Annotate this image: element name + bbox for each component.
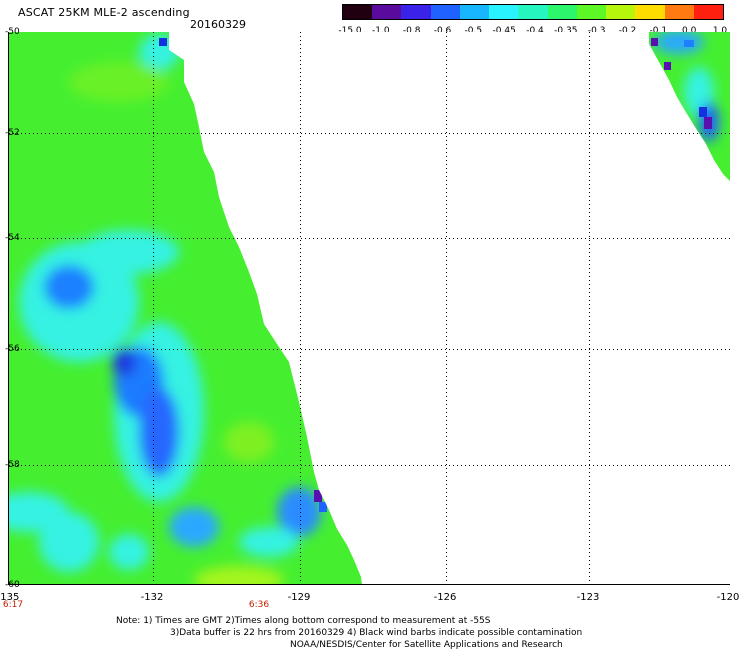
longitude-label: -123	[576, 592, 600, 603]
color-scale-label: -1.0	[372, 26, 390, 36]
map-canvas	[9, 32, 730, 584]
color-scale-segment	[401, 5, 431, 19]
color-scale-label: -0.8	[402, 26, 421, 36]
color-scale-label: -0.5	[464, 26, 483, 36]
color-scale-bar	[342, 4, 724, 20]
latitude-label: -50	[5, 27, 20, 37]
color-scale-segment	[664, 5, 694, 19]
longitude-label: -132	[140, 592, 164, 603]
color-scale-label: 1.0	[712, 26, 728, 36]
color-scale-segment	[693, 5, 724, 19]
color-scale-label: -0.2	[618, 26, 637, 36]
color-scale-label: 0.0	[681, 26, 697, 36]
latitude-label: -52	[5, 128, 20, 138]
color-scale-segment	[547, 5, 577, 19]
color-scale-label: -0.6	[433, 26, 452, 36]
color-scale-label: -0.45	[492, 26, 516, 36]
color-scale-label: -15.0	[338, 26, 362, 36]
color-scale-segment	[606, 5, 636, 19]
color-scale-segment	[459, 5, 490, 19]
color-scale-segment	[343, 5, 373, 19]
color-scale-label: -0.3	[587, 26, 606, 36]
footer-note-line2: 3)Data buffer is 22 hrs from 20160329 4)…	[170, 628, 583, 638]
longitude-label: -126	[433, 592, 457, 603]
latitude-label: -56	[5, 344, 20, 354]
longitude-label: -129	[287, 592, 311, 603]
longitude-label: -135	[0, 592, 20, 603]
footer-note-line1: Note: 1) Times are GMT 2)Times along bot…	[116, 616, 491, 626]
map-title: ASCAT 25KM MLE-2 ascending	[18, 6, 190, 19]
color-scale-segment	[518, 5, 548, 19]
footer-note-line3: NOAA/NESDIS/Center for Satellite Applica…	[290, 640, 563, 650]
color-scale-segment	[372, 5, 402, 19]
time-label-mid: 6:36	[248, 600, 270, 610]
time-label-start: 6:17	[2, 600, 24, 610]
color-scale-label: -0.35	[554, 26, 578, 36]
color-scale-segment	[430, 5, 460, 19]
latitude-label: -60	[5, 580, 20, 590]
graticule	[9, 32, 730, 584]
map-date: 20160329	[190, 18, 246, 31]
color-scale-segment	[576, 5, 607, 19]
left-swath	[9, 32, 362, 584]
longitude-label: -120	[716, 592, 740, 603]
map-plot-area[interactable]	[8, 32, 730, 585]
color-scale-label: -0.1	[649, 26, 668, 36]
right-swath	[649, 32, 730, 182]
color-scale-label: -0.4	[526, 26, 544, 36]
color-scale-segment	[635, 5, 665, 19]
latitude-label: -58	[5, 460, 20, 470]
color-scale-segment	[489, 5, 519, 19]
latitude-label: -54	[5, 233, 20, 243]
